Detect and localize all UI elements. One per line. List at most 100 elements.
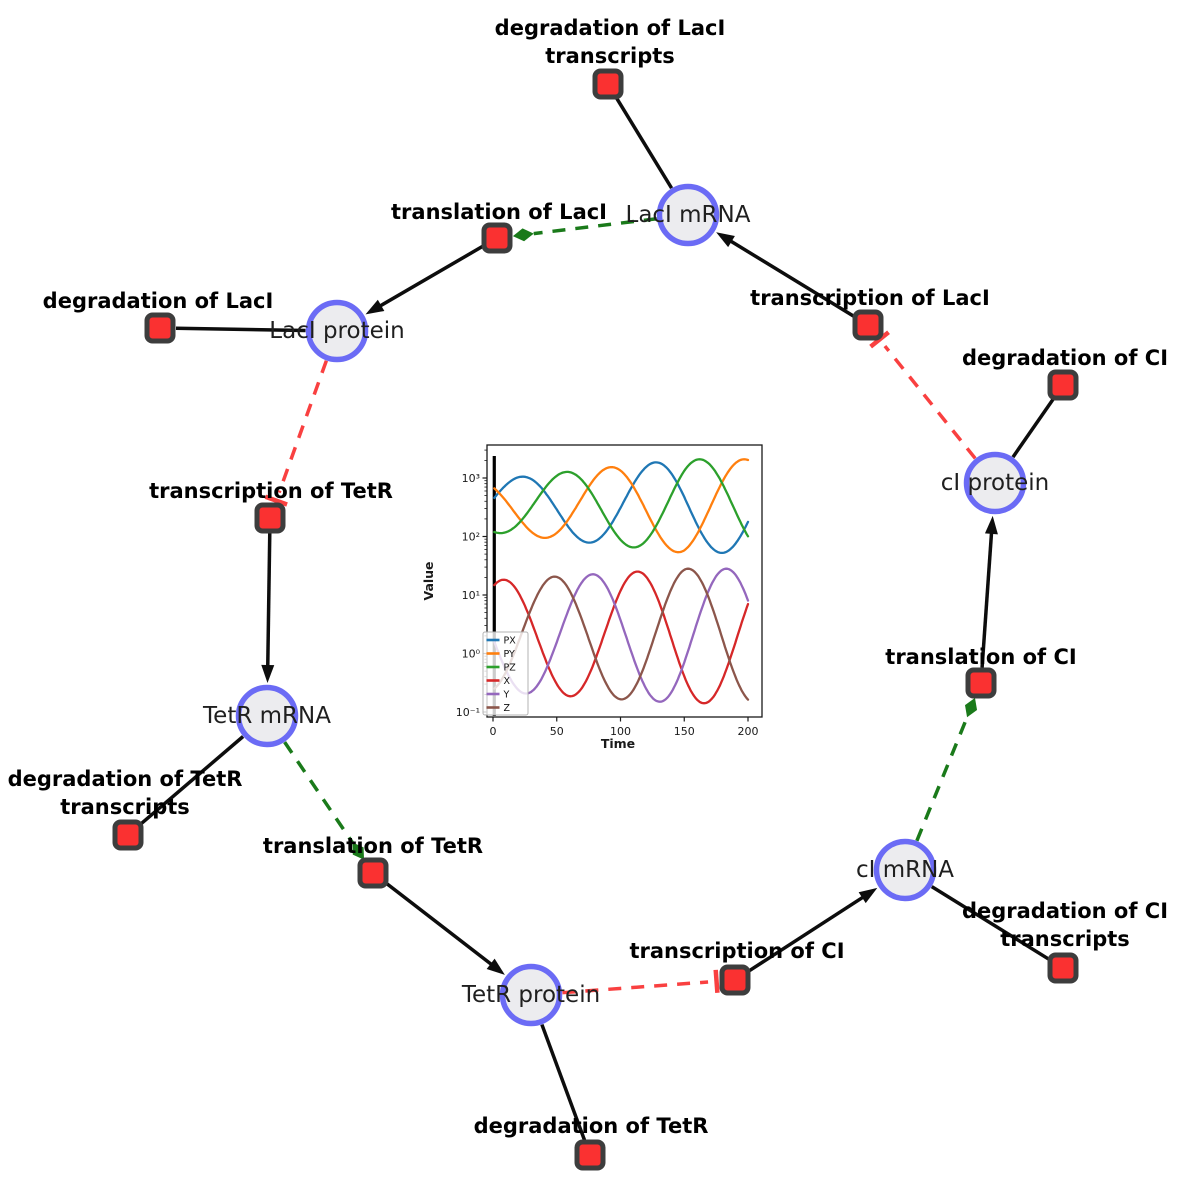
modifier-diamond-arrowhead-icon xyxy=(512,228,534,242)
plot-series-PX xyxy=(493,461,750,555)
edge-transcription-of-laci--laci-mrna xyxy=(716,232,856,319)
species-label-ci-mrna: cI mRNA xyxy=(856,857,954,883)
edge-translation-of-tetr--tetr-protein xyxy=(384,881,505,975)
edge-transcription-of-ci--ci-mrna xyxy=(747,887,878,974)
legend-label-PZ: PZ xyxy=(504,663,517,674)
production-line xyxy=(384,881,495,968)
edge-laci-protein--transcription-of-tetr xyxy=(264,360,329,507)
arrowhead-icon xyxy=(858,887,878,904)
reaction-node-degradation-of-ci xyxy=(1047,369,1079,401)
edge-ci-protein--degradation-of-ci xyxy=(1011,397,1056,459)
edges-layer xyxy=(139,96,1056,1141)
reaction-node-transcription-of-laci xyxy=(852,309,884,341)
reaction-label-translation-of-tetr: translation of TetR xyxy=(263,834,483,858)
legend-label-X: X xyxy=(504,676,511,687)
plot-y-tick-label: 10¹ xyxy=(462,589,480,602)
legend-label-Z: Z xyxy=(504,703,511,714)
plot-series-PZ xyxy=(493,458,750,549)
reaction-label-degradation-of-ci-transcripts: degradation of CI transcripts xyxy=(962,899,1168,951)
reaction-node-degradation-of-laci xyxy=(144,312,176,344)
arrowhead-icon xyxy=(716,232,735,248)
consumption-line xyxy=(540,1023,587,1141)
reaction-label-degradation-of-ci: degradation of CI xyxy=(962,346,1168,370)
reaction-label-translation-of-ci: translation of CI xyxy=(885,645,1076,669)
consumption-line xyxy=(614,96,674,190)
species-label-tetr-protein: TetR protein xyxy=(461,982,600,1008)
simulation-plot: 0 50 100 150 200 10³ 10² 10¹ 10⁰ 10⁻¹ PX PY PZ XYZ Tim… xyxy=(421,444,763,751)
production-line xyxy=(727,238,856,319)
edge-laci-mrna--translation-of-laci xyxy=(512,217,657,242)
arrowhead-icon xyxy=(365,299,385,315)
reaction-label-transcription-of-laci: transcription of LacI xyxy=(750,286,990,310)
plot-y-tick-label: 10⁻¹ xyxy=(456,706,480,719)
plot-y-tick-label: 10⁰ xyxy=(462,648,481,661)
reaction-node-degradation-of-tetr xyxy=(574,1139,606,1171)
plot-series-Y xyxy=(493,567,750,703)
reaction-node-translation-of-laci xyxy=(481,222,513,254)
plot-series-PY xyxy=(493,458,750,554)
plot-y-tick-label: 10³ xyxy=(462,472,480,485)
inhibition-dashed-line xyxy=(562,980,709,995)
plot-y-tick-label: 10² xyxy=(462,531,480,544)
edge-ci-mrna--degradation-of-ci-transcripts xyxy=(930,885,1051,962)
reaction-node-translation-of-tetr xyxy=(357,857,389,889)
reaction-label-degradation-of-laci-transcripts: degradation of LacI transcripts xyxy=(495,16,726,68)
species-label-laci-mrna: LacI mRNA xyxy=(626,202,751,228)
inhibition-tbar-icon xyxy=(713,969,720,993)
modifier-diamond-arrowhead-icon xyxy=(352,842,365,860)
edge-translation-of-laci--laci-protein xyxy=(365,244,485,315)
species-node-laci-protein xyxy=(305,299,369,363)
production-line xyxy=(980,529,994,668)
inhibition-tbar-icon xyxy=(869,330,890,349)
production-line xyxy=(747,894,867,974)
production-line xyxy=(265,533,272,670)
plot-x-axis-title: Time xyxy=(601,736,635,751)
reaction-node-degradation-of-tetr-transcripts xyxy=(112,819,144,851)
species-node-ci-mrna xyxy=(873,838,937,902)
reaction-node-transcription-of-ci xyxy=(719,964,751,996)
plot-x-tick-label: 200 xyxy=(738,725,759,738)
legend-label-Y: Y xyxy=(503,690,510,701)
reaction-node-degradation-of-ci-transcripts xyxy=(1047,952,1079,984)
reaction-node-transcription-of-tetr xyxy=(254,502,286,534)
reaction-label-transcription-of-ci: transcription of CI xyxy=(629,939,844,963)
plot-x-tick-label: 0 xyxy=(490,725,497,738)
reaction-label-degradation-of-tetr: degradation of TetR xyxy=(474,1114,709,1138)
legend-label-PY: PY xyxy=(504,649,516,660)
reaction-label-translation-of-laci: translation of LacI xyxy=(391,200,607,224)
edge-translation-of-ci--ci-protein xyxy=(980,515,998,668)
arrowhead-icon xyxy=(261,664,275,684)
consumption-line xyxy=(1011,397,1056,459)
inhibition-dashed-line xyxy=(883,344,977,460)
edge-tetr-mrna--degradation-of-tetr-transcripts xyxy=(139,735,245,826)
arrowhead-icon xyxy=(486,958,505,975)
consumption-line xyxy=(139,735,245,826)
edge-ci-protein--transcription-of-laci xyxy=(869,330,977,460)
plot-x-tick-label: 100 xyxy=(610,725,631,738)
plot-x-tick-label: 150 xyxy=(674,725,695,738)
plot-y-axis-title: Value xyxy=(421,561,436,600)
species-node-laci-mrna xyxy=(656,183,720,247)
inhibition-dashed-line xyxy=(277,360,329,494)
consumption-line xyxy=(930,885,1051,962)
edge-ci-mrna--translation-of-ci xyxy=(915,697,978,842)
labels-layer: LacI mRNA LacI protein TetR mRNA TetR prote… xyxy=(8,16,1168,1138)
edge-tetr-protein--degradation-of-tetr xyxy=(540,1023,587,1141)
plot-series-X xyxy=(493,570,750,705)
consumption-line xyxy=(175,326,306,333)
reaction-label-transcription-of-tetr: transcription of TetR xyxy=(149,479,393,503)
edge-tetr-mrna--translation-of-tetr xyxy=(283,741,365,860)
modifier-dashed-line xyxy=(283,741,354,844)
reaction-label-degradation-of-tetr-transcripts: degradation of TetR transcripts xyxy=(8,767,243,819)
species-label-laci-protein: LacI protein xyxy=(269,318,404,344)
reaction-node-translation-of-ci xyxy=(965,667,997,699)
modifier-dashed-line xyxy=(915,716,969,842)
species-label-tetr-mrna: TetR mRNA xyxy=(202,703,331,729)
nodes-layer xyxy=(112,68,1079,1171)
modifier-dashed-line xyxy=(533,217,657,236)
species-label-ci-protein: cI protein xyxy=(941,470,1050,496)
modifier-diamond-arrowhead-icon xyxy=(965,697,978,718)
plot-series-Z xyxy=(493,567,750,701)
